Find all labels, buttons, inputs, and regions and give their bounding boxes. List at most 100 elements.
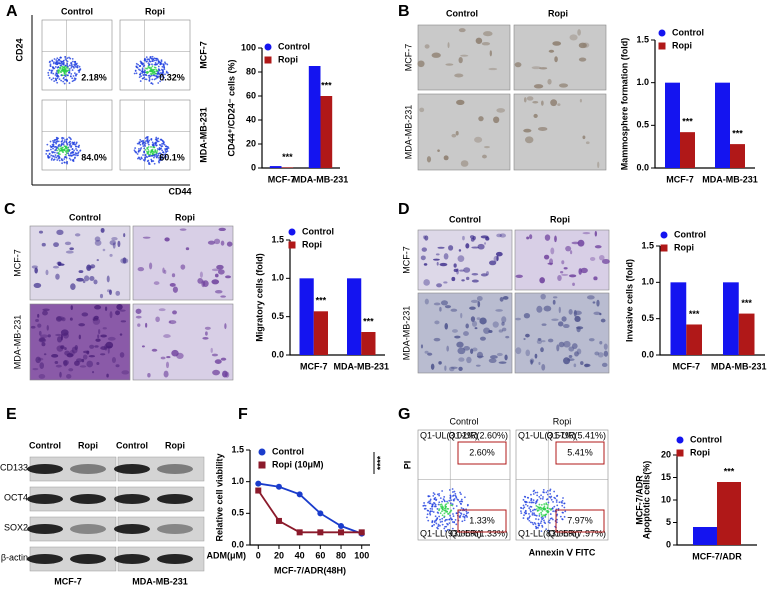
- image-frame: [29, 303, 131, 381]
- event: [50, 78, 53, 81]
- event: [66, 79, 68, 82]
- event: [65, 66, 68, 68]
- cell: [459, 269, 465, 272]
- event: [459, 512, 462, 515]
- event: [440, 503, 443, 506]
- cell: [74, 233, 81, 237]
- event: [546, 511, 549, 514]
- cell: [538, 361, 541, 365]
- cell: [437, 246, 445, 249]
- cell: [588, 338, 595, 342]
- cell: [530, 359, 533, 365]
- cell: [499, 233, 507, 238]
- cell: [224, 323, 227, 330]
- event: [541, 518, 544, 521]
- cell: [597, 352, 604, 358]
- cell: [46, 325, 49, 331]
- cell: [460, 54, 469, 57]
- event: [151, 141, 154, 144]
- gate-label: Q1-LR(7.97%): [548, 528, 606, 538]
- cell: [461, 279, 465, 282]
- event: [561, 511, 564, 514]
- cell: [496, 233, 502, 238]
- event: [146, 136, 149, 138]
- event: [520, 507, 523, 510]
- cell: [541, 340, 546, 343]
- bar: [715, 82, 730, 168]
- cell: [61, 317, 66, 322]
- event: [77, 69, 80, 72]
- cell: [554, 235, 557, 243]
- cell: [30, 325, 36, 329]
- event: [162, 140, 165, 143]
- cell: [462, 235, 465, 241]
- cell: [476, 296, 483, 301]
- cell: [117, 240, 121, 248]
- micrograph: [417, 24, 511, 91]
- event: [150, 82, 153, 85]
- event: [532, 501, 535, 504]
- event: [522, 517, 525, 519]
- band: [70, 524, 106, 534]
- event: [150, 149, 153, 152]
- legend-marker: [676, 449, 684, 457]
- event: [47, 74, 50, 77]
- event: [134, 70, 137, 72]
- gate-box: [457, 441, 507, 465]
- event: [147, 143, 150, 146]
- cell: [86, 264, 92, 271]
- cell: [502, 296, 509, 300]
- event: [545, 513, 548, 516]
- image-frame: [417, 24, 511, 91]
- cell: [471, 272, 479, 276]
- bar: [308, 66, 321, 168]
- cell: [57, 336, 63, 343]
- event: [153, 73, 155, 76]
- cell: [74, 344, 78, 351]
- cell: [436, 261, 439, 266]
- cell: [603, 343, 608, 350]
- event: [157, 82, 160, 84]
- event: [427, 495, 430, 498]
- event: [164, 155, 166, 158]
- event: [545, 498, 548, 501]
- event: [461, 520, 464, 523]
- event: [448, 529, 451, 531]
- event: [445, 525, 448, 528]
- event: [164, 73, 166, 76]
- event: [65, 138, 68, 141]
- cell: [457, 347, 466, 355]
- cell: [578, 57, 587, 62]
- event: [442, 506, 444, 509]
- band: [27, 494, 63, 504]
- event: [71, 77, 74, 80]
- event: [564, 510, 567, 513]
- cell: [60, 345, 65, 350]
- event: [529, 510, 532, 513]
- event: [151, 150, 154, 153]
- event: [144, 154, 147, 157]
- event: [441, 510, 443, 513]
- cell: [479, 336, 486, 341]
- cell: [470, 237, 475, 242]
- event: [53, 58, 56, 60]
- event: [58, 157, 61, 159]
- event: [555, 499, 558, 502]
- event: [56, 152, 59, 154]
- cell: [471, 279, 479, 283]
- event: [162, 78, 164, 81]
- event: [165, 151, 168, 153]
- band: [27, 464, 63, 474]
- cell: [552, 296, 558, 299]
- event: [70, 146, 72, 148]
- cell: [526, 96, 534, 101]
- event: [79, 149, 82, 152]
- cell: [573, 310, 582, 316]
- event: [71, 65, 74, 68]
- cell: [41, 342, 46, 347]
- event: [155, 138, 158, 140]
- event: [544, 514, 546, 517]
- event: [427, 519, 430, 522]
- cell: [450, 308, 458, 312]
- event: [550, 498, 553, 501]
